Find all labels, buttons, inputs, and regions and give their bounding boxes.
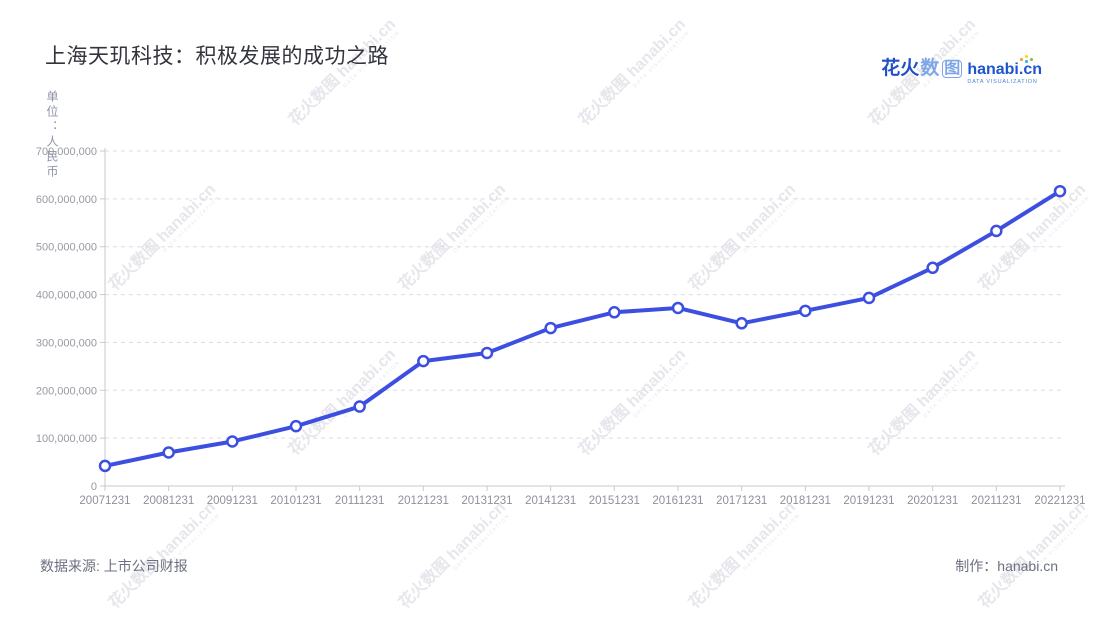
logo-cn-bold: 花火 <box>881 58 920 79</box>
y-tick-label: 400,000,000 <box>36 290 97 302</box>
logo-cn-lockup: 花火 数 图 <box>881 58 963 80</box>
y-tick-label: 500,000,000 <box>36 242 97 254</box>
data-point-marker[interactable] <box>671 301 685 315</box>
data-point-marker[interactable] <box>417 354 430 368</box>
x-tick-label: 20191231 <box>843 495 894 507</box>
data-point-marker[interactable] <box>353 400 366 413</box>
x-tick-label: 20081231 <box>143 495 194 507</box>
y-axis-unit-label: 单位：人民币 <box>45 90 59 180</box>
data-point-marker[interactable] <box>799 304 812 318</box>
data-point-marker[interactable] <box>1053 184 1067 198</box>
data-point-marker[interactable] <box>480 346 494 360</box>
data-point-marker[interactable] <box>862 291 876 305</box>
logo-cn-light: 数 <box>920 58 940 79</box>
x-tick-label: 20171231 <box>716 495 767 507</box>
data-point-marker[interactable] <box>98 459 112 473</box>
y-tick-label: 100,000,000 <box>36 433 97 445</box>
x-tick-label: 20131231 <box>461 495 512 507</box>
logo-tagline: DATA VISUALIZATION <box>967 79 1038 85</box>
data-source-label: 数据来源: 上市公司财报 <box>40 558 188 574</box>
y-tick-label: 700,000,000 <box>36 146 97 158</box>
y-tick-label: 300,000,000 <box>36 337 97 349</box>
data-point-marker[interactable] <box>608 306 621 319</box>
revenue-line <box>103 189 1062 468</box>
x-tick-label: 20111231 <box>335 495 384 507</box>
x-tick-label: 20091231 <box>207 495 258 507</box>
data-point-marker[interactable] <box>926 261 939 275</box>
logo-en: hanabi.cn <box>967 61 1042 78</box>
data-point-marker[interactable] <box>544 321 557 335</box>
data-point-marker[interactable] <box>735 317 748 330</box>
data-point-marker[interactable] <box>990 224 1003 238</box>
x-tick-label: 20151231 <box>589 495 640 507</box>
logo-en-lockup: hanabi.cn DATA VISUALIZATION <box>967 55 1042 85</box>
logo-cn-boxed: 图 <box>942 60 963 78</box>
x-tick-label: 20181231 <box>780 495 831 507</box>
hanabi-logo: 花火 数 图 hanabi.cn DATA VISUALIZATION <box>881 55 1042 85</box>
data-point-marker[interactable] <box>162 446 175 459</box>
chart-title: 上海天玑科技：积极发展的成功之路 <box>45 45 389 68</box>
y-tick-label: 0 <box>91 481 97 493</box>
x-tick-label: 20141231 <box>525 495 576 507</box>
credit-label: 制作：hanabi.cn <box>955 558 1058 574</box>
x-tick-label: 20121231 <box>398 495 449 507</box>
data-point-marker[interactable] <box>226 435 239 448</box>
logo-sparkle-icon <box>1020 55 1034 63</box>
x-tick-label: 20161231 <box>652 495 703 507</box>
x-tick-label: 20211231 <box>971 495 1021 507</box>
y-tick-label: 600,000,000 <box>36 194 97 206</box>
y-tick-label: 200,000,000 <box>36 385 97 397</box>
x-tick-label: 20221231 <box>1034 495 1085 507</box>
data-point-marker[interactable] <box>289 419 303 433</box>
x-tick-label: 20101231 <box>270 495 321 507</box>
x-tick-label: 20201231 <box>907 495 958 507</box>
x-tick-label: 20071231 <box>79 495 130 507</box>
